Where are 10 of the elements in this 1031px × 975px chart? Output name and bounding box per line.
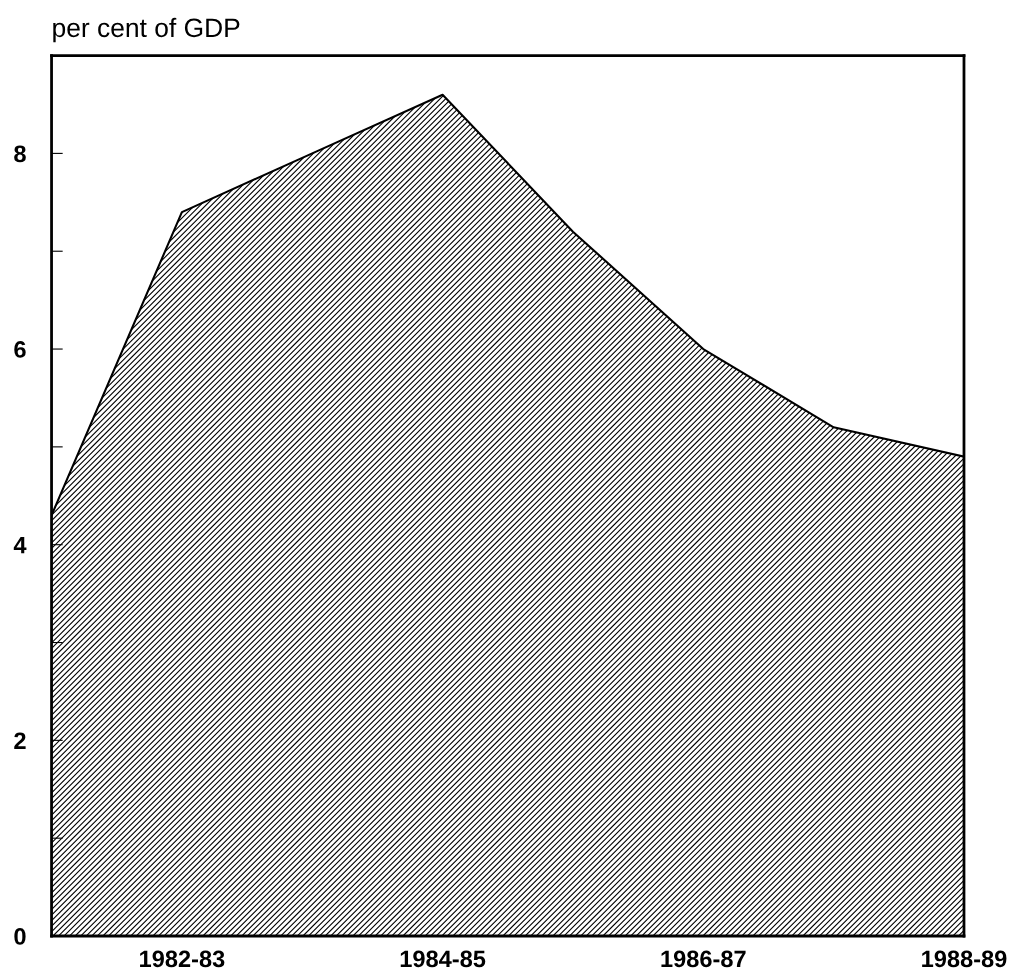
x-tick-label: 1982-83 <box>140 950 225 968</box>
x-tick-label: 1986-87 <box>661 950 746 968</box>
y-tick-label: 8 <box>14 145 26 163</box>
y-tick-label: 0 <box>14 928 26 945</box>
x-tick-label: 1984-85 <box>400 950 486 968</box>
y-axis-title: per cent of GDP <box>53 17 240 43</box>
y-tick-label: 6 <box>14 341 26 358</box>
x-tick-label: 1988-89 <box>922 950 1007 968</box>
y-tick-label: 4 <box>13 537 27 554</box>
y-tick-label: 2 <box>14 732 26 749</box>
